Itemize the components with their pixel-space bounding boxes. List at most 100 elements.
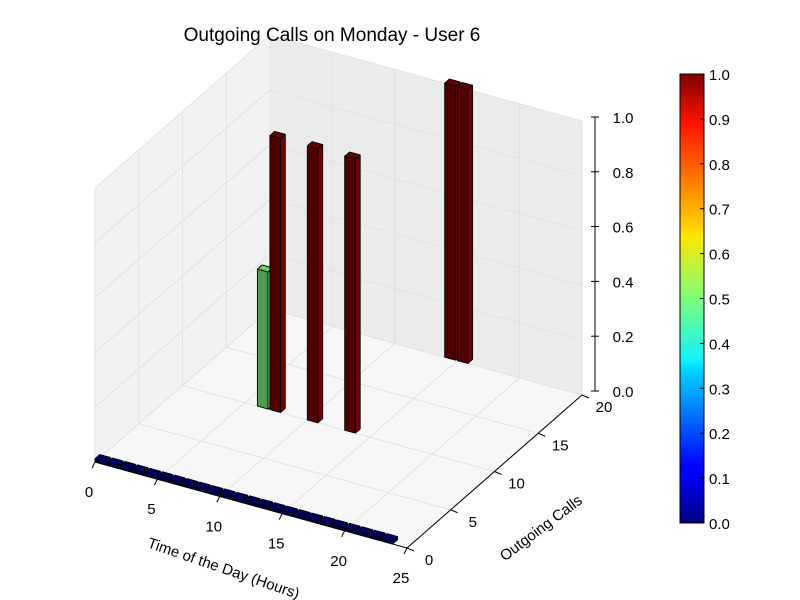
colorbar-tick-label: 0.0 (709, 516, 730, 533)
bar (294, 509, 311, 521)
colorbar-tick-label: 0.5 (709, 292, 730, 309)
colorbar-tick-label: 0.6 (709, 247, 730, 264)
bar-side-face (317, 144, 324, 424)
bar-top-face (181, 478, 199, 487)
bar-side-face (354, 154, 361, 434)
y-tick-label: 15 (552, 437, 569, 454)
bar (269, 130, 286, 413)
chart-title: Outgoing Calls on Monday - User 6 (184, 25, 481, 46)
grid-line (94, 199, 271, 353)
grid-line (94, 308, 271, 463)
bar-top-face (381, 533, 398, 542)
bar-top-face (156, 471, 174, 480)
bar-top-face (369, 529, 386, 538)
grid-line (94, 34, 271, 189)
x-tick (216, 496, 221, 503)
y-tick (538, 432, 546, 437)
bar-top-face (256, 498, 274, 507)
bar-top-face (94, 454, 111, 463)
z-tick-label: 0.2 (613, 329, 634, 346)
bar-top-face (144, 467, 161, 476)
axis-panes (95, 35, 582, 548)
bar-top-face (131, 464, 149, 473)
bar-top-face (269, 502, 286, 511)
colorbar-tick-label: 0.2 (709, 426, 730, 443)
grid-line (94, 144, 271, 298)
bar-top-face (194, 481, 211, 490)
bar-top-face (306, 512, 324, 521)
colorbar-tick-label: 0.8 (709, 157, 730, 174)
x-tick (153, 478, 158, 486)
bar-top-face (169, 474, 186, 483)
bar-top-face (331, 519, 348, 528)
bar-side-face (467, 84, 474, 364)
bar-front-face (344, 155, 356, 434)
colorbar-tick-label: 0.9 (709, 112, 730, 129)
bar (381, 533, 398, 545)
bar-top-face (119, 460, 136, 469)
grid-line (94, 253, 271, 408)
bar-top-face (231, 491, 249, 500)
bar-front-face (306, 145, 319, 424)
y-tick-label: 10 (508, 476, 525, 493)
bar (344, 151, 361, 434)
colorbar-tick-label: 1.0 (709, 67, 730, 84)
bar-front-face (256, 268, 269, 410)
bar (306, 141, 324, 424)
bars-group (94, 78, 474, 545)
z-tick-label: 0.0 (613, 384, 634, 401)
x-tick (341, 530, 346, 538)
z-tick-label: 0.6 (613, 220, 634, 237)
z-tick-label: 0.4 (613, 274, 634, 291)
grid-line (269, 34, 583, 122)
bar (244, 495, 261, 507)
x-tick (278, 513, 283, 520)
bar-top-face (269, 130, 286, 139)
bar-top-face (294, 509, 311, 518)
bar-top-face (219, 488, 236, 497)
grid-line (269, 89, 583, 177)
y-tick-label: 20 (596, 399, 613, 416)
bar-front-face (269, 135, 281, 413)
bar (131, 464, 149, 476)
bar-top-face (107, 457, 124, 466)
bar-front-face (456, 86, 469, 364)
y-tick (494, 471, 502, 475)
x-tick-label: 15 (268, 536, 285, 553)
colorbar-tick-label: 0.7 (709, 202, 730, 219)
bar-top-face (206, 485, 224, 494)
x-tick-label: 5 (147, 501, 155, 518)
bar-top-face (444, 78, 461, 87)
colorbar-tick-label: 0.1 (709, 471, 730, 488)
y-tick-label: 0 (425, 552, 433, 569)
colorbar-tick-label: 0.3 (709, 381, 730, 398)
x-tick-label: 0 (85, 484, 93, 501)
y-tick (406, 547, 415, 552)
z-tick-label: 1.0 (613, 110, 634, 127)
bar (269, 502, 286, 514)
bar-top-face (356, 526, 373, 535)
grid-line (182, 385, 495, 472)
bar-top-face (244, 495, 261, 504)
bar-top-face (281, 505, 299, 514)
bar-top-face (456, 81, 474, 90)
grid-line (138, 423, 451, 511)
bar (194, 481, 211, 493)
colorbar-ticks: 0.0 0.1 0.2 0.3 0.4 0.5 0.6 0.7 0.8 0.9 1.0 (700, 67, 730, 533)
x-tick-label: 20 (330, 553, 347, 570)
bar (344, 522, 361, 535)
x-tick-label: 25 (393, 570, 410, 587)
colorbar-tick-label: 0.4 (709, 336, 730, 353)
bar (456, 81, 474, 364)
bar-front-face (444, 82, 456, 361)
x-tick (403, 547, 408, 555)
y-tick (450, 509, 458, 514)
bar-top-face (344, 151, 361, 160)
y-axis-label: Outgoing Calls (497, 492, 586, 565)
z-tick-label: 0.8 (613, 165, 634, 182)
x-tick (91, 461, 96, 469)
bar-side-face (280, 133, 286, 413)
x-tick-label: 10 (205, 518, 222, 535)
